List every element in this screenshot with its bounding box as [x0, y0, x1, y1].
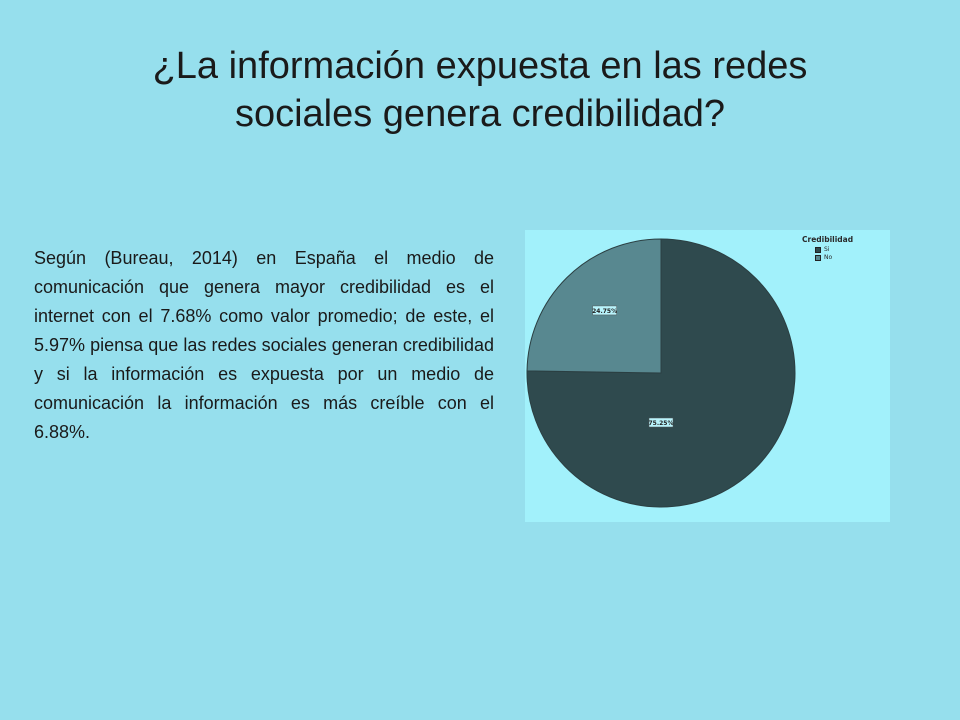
legend-item-no: No: [815, 254, 853, 262]
legend-swatch-no: [815, 255, 821, 261]
slide-title-line-2: sociales genera credibilidad?: [234, 93, 726, 135]
legend-title: Credibilidad: [802, 235, 854, 244]
legend-swatch-si: [815, 247, 821, 253]
legend-label-no: No: [824, 254, 833, 261]
legend-label-si: Si: [824, 246, 830, 253]
pie-chart: 75.25% 24.75%: [526, 238, 796, 508]
legend-item-si: Si: [815, 246, 853, 254]
body-paragraph: Según (Bureau, 2014) en España el medio …: [34, 248, 494, 442]
pie-data-label-text: 75.25%: [649, 420, 674, 427]
pie-data-label-box: [592, 305, 617, 316]
pie-data-label-box: [648, 417, 674, 428]
slide-title: ¿La información expuesta en las redes so…: [60, 42, 900, 138]
pie-data-label-si: 75.25%: [648, 417, 674, 428]
slide-title-line-1: ¿La información expuesta en las redes: [152, 45, 808, 87]
chart-legend: Credibilidad Si No: [802, 235, 853, 262]
pie-chart-panel: 75.25% 24.75% Credibilidad Si No: [525, 230, 890, 522]
pie-data-label-text: 24.75%: [592, 308, 617, 315]
pie-data-label-no: 24.75%: [592, 305, 617, 316]
